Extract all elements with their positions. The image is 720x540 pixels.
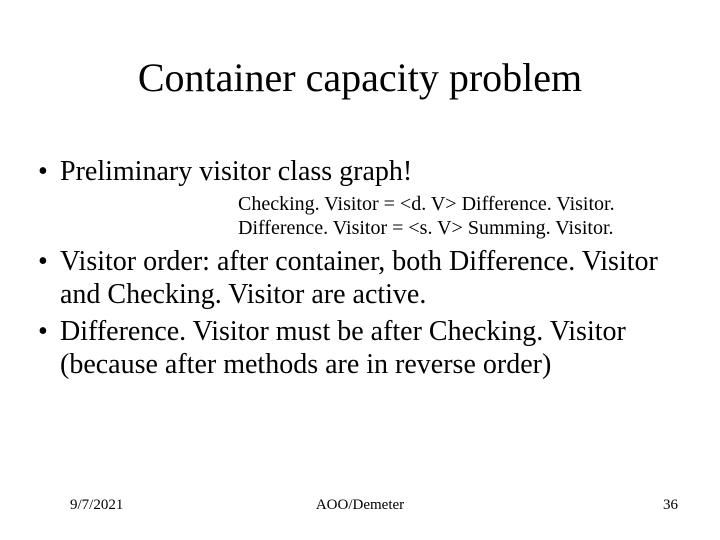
bullet-item: • Visitor order: after container, both D…	[38, 245, 688, 311]
bullet-item: • Preliminary visitor class graph!	[38, 155, 688, 188]
code-line: Checking. Visitor = <d. V> Difference. V…	[238, 192, 688, 216]
bullet-text: Visitor order: after container, both Dif…	[60, 245, 688, 311]
bullet-text: Difference. Visitor must be after Checki…	[60, 315, 688, 381]
slide-body: • Preliminary visitor class graph! Check…	[38, 155, 688, 385]
bullet-marker-icon: •	[38, 245, 60, 278]
bullet-item: • Difference. Visitor must be after Chec…	[38, 315, 688, 381]
slide-title: Container capacity problem	[0, 54, 720, 101]
slide: Container capacity problem • Preliminary…	[0, 0, 720, 540]
footer-center: AOO/Demeter	[0, 497, 720, 514]
bullet-text: Preliminary visitor class graph!	[60, 155, 688, 188]
code-block: Checking. Visitor = <d. V> Difference. V…	[238, 192, 688, 241]
bullet-marker-icon: •	[38, 155, 60, 188]
bullet-marker-icon: •	[38, 315, 60, 348]
footer-page-number: 36	[663, 497, 678, 514]
code-line: Difference. Visitor = <s. V> Summing. Vi…	[238, 216, 688, 240]
